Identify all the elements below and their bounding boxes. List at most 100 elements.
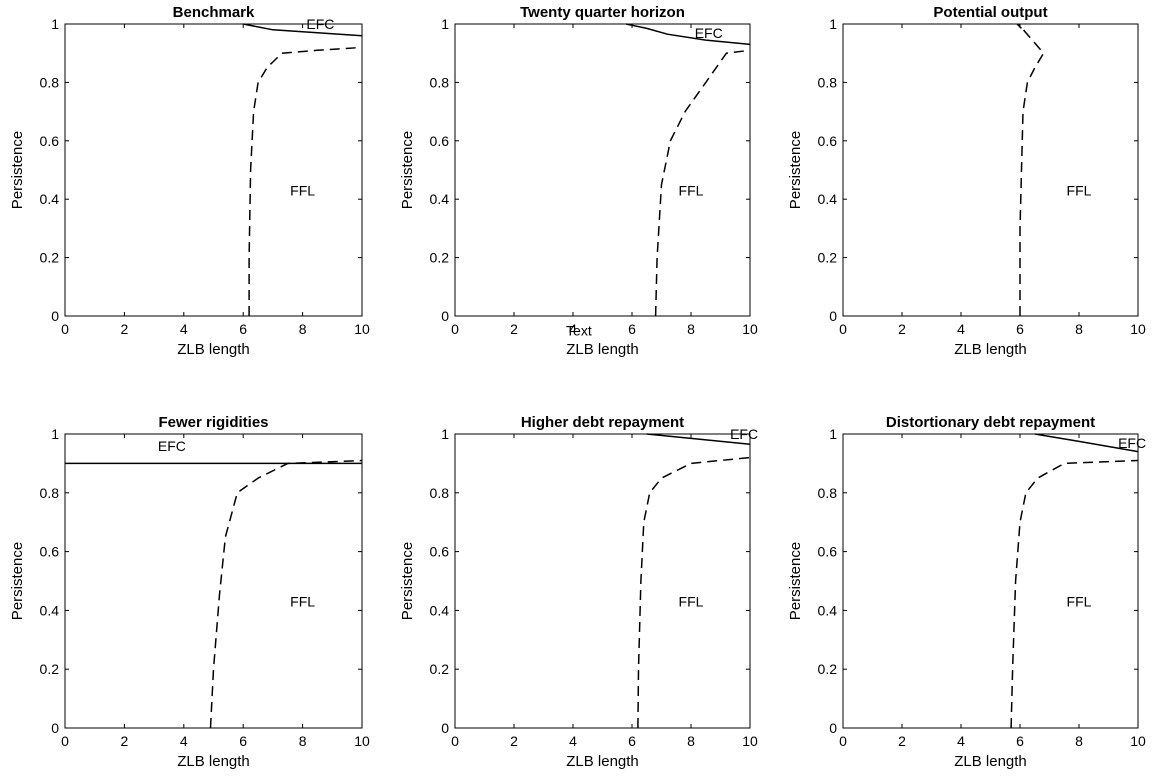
y-tick-label: 0.8: [430, 74, 450, 90]
y-tick-label: 0.4: [818, 191, 838, 207]
x-tick-label: 2: [898, 733, 906, 749]
y-tick-label: 1: [829, 426, 837, 442]
y-tick-label: 0.8: [818, 485, 838, 501]
x-axis-label: ZLB length: [177, 341, 250, 358]
y-tick-label: 0.6: [818, 544, 838, 560]
x-tick-label: 2: [121, 321, 129, 337]
x-tick-label: 4: [180, 733, 188, 749]
plot-frame: [454, 23, 751, 317]
y-tick-label: 0.4: [430, 191, 450, 207]
y-tick-label: 0.2: [40, 250, 60, 266]
x-tick-label: 8: [687, 321, 695, 337]
series-line-ffl: [248, 46, 363, 316]
y-tick-label: 0.4: [430, 602, 450, 618]
x-tick-label: 10: [1130, 733, 1146, 749]
x-axis-label: ZLB length: [177, 753, 250, 770]
y-tick-label: 0: [441, 720, 449, 736]
series-line-ffl: [654, 49, 751, 317]
y-tick-label: 0.2: [818, 661, 838, 677]
y-tick-label: 0.8: [40, 74, 60, 90]
x-tick-label: 6: [239, 321, 247, 337]
y-tick-label: 0.6: [430, 133, 450, 149]
series-line-efc: [243, 23, 363, 37]
annotation-ffl: FFL: [290, 182, 315, 198]
y-axis-label: Persistence: [399, 131, 416, 209]
annotation-ffl: FFL: [1067, 594, 1092, 610]
chart-panel-1: 0 2 4 6 8 10 0 0.2 0.4 0.6 0.8 1 Benchmark ZLB length…: [9, 4, 370, 358]
y-tick-label: 0: [51, 720, 59, 736]
x-tick-label: 6: [1016, 733, 1024, 749]
x-tick-label: 4: [957, 733, 965, 749]
x-tick-label: 4: [569, 321, 577, 337]
series-line-ffl: [637, 456, 751, 729]
y-tick-label: 0.2: [430, 250, 450, 266]
annotation-efc: EFC: [306, 16, 334, 32]
annotation-efc: EFC: [1118, 435, 1146, 451]
x-axis-label: ZLB length: [566, 341, 639, 358]
x-tick-label: 8: [687, 733, 695, 749]
x-tick-label: 4: [569, 733, 577, 749]
x-tick-label: 0: [839, 733, 847, 749]
x-tick-label: 6: [628, 321, 636, 337]
chart-title: Twenty quarter horizon: [520, 4, 685, 21]
y-tick-label: 0: [829, 308, 837, 324]
x-tick-label: 2: [121, 733, 129, 749]
plot-frame: [454, 433, 751, 729]
chart-title: Higher debt repayment: [521, 414, 684, 431]
x-tick-label: 4: [957, 321, 965, 337]
chart-panel-2: 0 2 4 6 8 10 0 0.2 0.4 0.6 0.8 1 Twenty quarter hori…: [399, 4, 758, 358]
x-tick-label: 10: [1130, 321, 1146, 337]
series-line-efc: [1016, 23, 1023, 29]
y-axis-label: Persistence: [787, 131, 804, 209]
y-axis-label: Persistence: [787, 542, 804, 620]
x-tick-label: 8: [1075, 321, 1083, 337]
y-tick-label: 0.4: [40, 602, 60, 618]
x-tick-label: 10: [354, 733, 370, 749]
x-tick-label: 10: [742, 733, 758, 749]
y-tick-label: 0.4: [818, 602, 838, 618]
plot-frame: [842, 23, 1139, 317]
x-tick-label: 10: [354, 321, 370, 337]
plot-frame: [64, 433, 363, 729]
series-line-efc: [646, 433, 751, 446]
annotation-efc: EFC: [730, 426, 758, 442]
chart-panel-3: 0 2 4 6 8 10 0 0.2 0.4 0.6 0.8 1 Potential output ZLB…: [787, 4, 1146, 358]
series-line-efc: [1034, 433, 1139, 453]
y-tick-label: 0.2: [40, 661, 60, 677]
y-tick-label: 0.8: [818, 74, 838, 90]
y-tick-label: 0.6: [430, 544, 450, 560]
x-tick-label: 2: [510, 733, 518, 749]
chart-panel-6: 0 2 4 6 8 10 0 0.2 0.4 0.6 0.8 1 Distortionary debt …: [787, 414, 1146, 770]
chart-title: Fewer rigidities: [158, 414, 268, 431]
x-tick-label: 0: [451, 321, 459, 337]
plot-frame: [64, 23, 363, 317]
y-axis-label: Persistence: [9, 131, 26, 209]
y-tick-label: 0.2: [818, 250, 838, 266]
chart-title: Potential output: [933, 4, 1047, 21]
chart-panel-4: 0 2 4 6 8 10 0 0.2 0.4 0.6 0.8 1 Fewer rigidities ZLB…: [9, 414, 370, 770]
series-line-ffl: [209, 459, 363, 729]
y-tick-label: 1: [441, 426, 449, 442]
annotation-ffl: FFL: [679, 182, 704, 198]
y-tick-label: 0.4: [40, 191, 60, 207]
y-tick-label: 1: [51, 426, 59, 442]
x-tick-label: 8: [299, 321, 307, 337]
x-tick-label: 8: [299, 733, 307, 749]
x-tick-label: 6: [239, 733, 247, 749]
chart-panel-5: 0 2 4 6 8 10 0 0.2 0.4 0.6 0.8 1 Higher debt repayme…: [399, 414, 758, 770]
series-line-ffl: [1010, 459, 1139, 729]
y-tick-label: 1: [441, 16, 449, 32]
y-tick-label: 1: [829, 16, 837, 32]
y-tick-label: 0.8: [430, 485, 450, 501]
annotation-text: Text: [566, 323, 592, 339]
x-tick-label: 0: [839, 321, 847, 337]
x-tick-label: 6: [628, 733, 636, 749]
x-tick-label: 0: [451, 733, 459, 749]
y-tick-label: 1: [51, 16, 59, 32]
y-axis-label: Persistence: [399, 542, 416, 620]
y-tick-label: 0: [441, 308, 449, 324]
x-tick-label: 0: [61, 733, 69, 749]
x-tick-label: 6: [1016, 321, 1024, 337]
x-axis-label: ZLB length: [954, 753, 1027, 770]
